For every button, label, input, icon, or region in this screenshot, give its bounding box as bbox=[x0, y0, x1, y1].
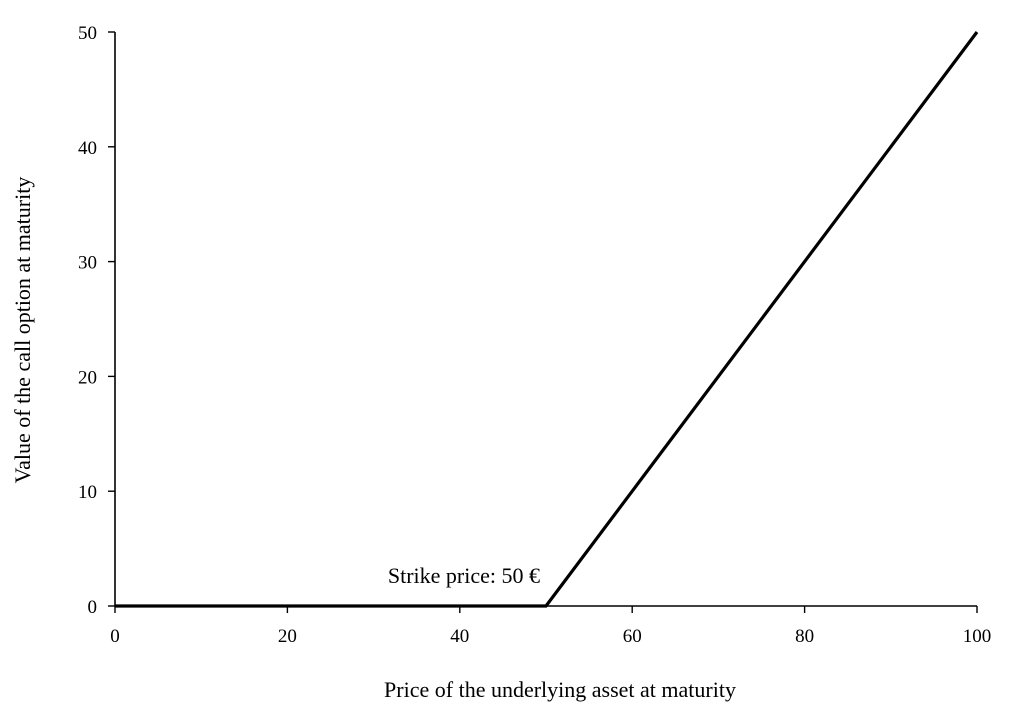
x-axis: 0 20 40 60 80 100 bbox=[110, 605, 992, 647]
x-tick-label: 60 bbox=[623, 626, 642, 647]
y-tick-label: 50 bbox=[78, 23, 97, 44]
y-axis: 0 10 20 30 40 50 bbox=[78, 23, 116, 618]
y-tick-label: 30 bbox=[78, 253, 97, 274]
y-axis-title: Value of the call option at maturity bbox=[10, 177, 35, 484]
y-tick-label: 40 bbox=[78, 138, 97, 159]
x-tick-label: 40 bbox=[450, 626, 469, 647]
x-tick-label: 20 bbox=[278, 626, 297, 647]
y-tick-label: 10 bbox=[78, 482, 97, 503]
annotation-layer: Strike price: 50 € bbox=[388, 563, 540, 588]
payoff-line bbox=[115, 31, 979, 608]
x-tick-label: 0 bbox=[110, 626, 120, 647]
series-layer bbox=[115, 31, 979, 608]
y-tick-label: 0 bbox=[88, 597, 98, 618]
x-tick-label: 100 bbox=[963, 626, 992, 647]
strike-price-annotation: Strike price: 50 € bbox=[388, 563, 540, 588]
x-axis-title: Price of the underlying asset at maturit… bbox=[384, 677, 736, 702]
y-tick-label: 20 bbox=[78, 367, 97, 388]
x-tick-label: 80 bbox=[795, 626, 814, 647]
